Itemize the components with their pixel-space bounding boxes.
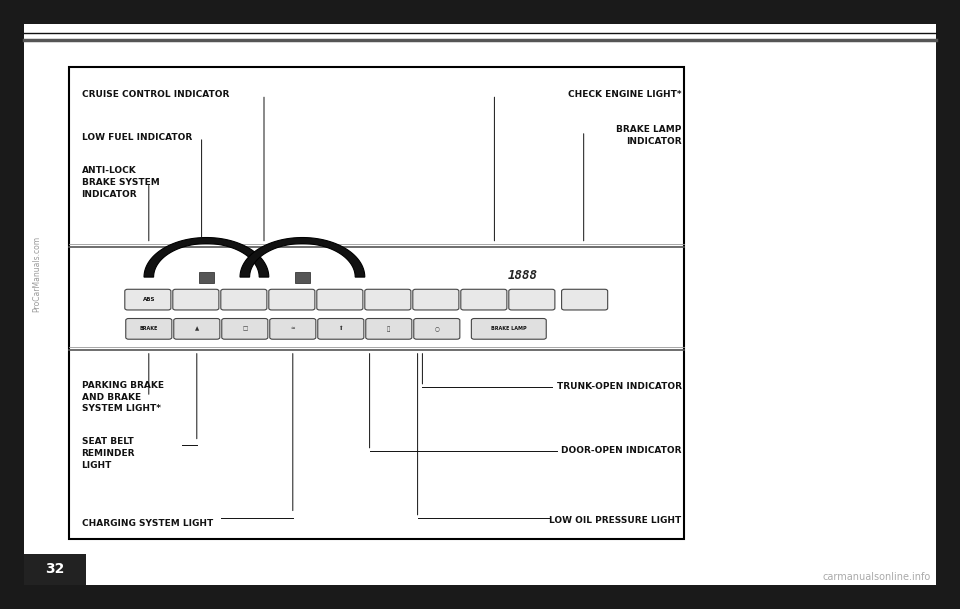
Text: CHECK ENGINE LIGHT*: CHECK ENGINE LIGHT*	[568, 90, 682, 99]
Text: carmanualsonline.info: carmanualsonline.info	[823, 572, 931, 582]
Text: ⬆: ⬆	[339, 326, 343, 331]
Text: ANTI-LOCK
BRAKE SYSTEM
INDICATOR: ANTI-LOCK BRAKE SYSTEM INDICATOR	[82, 166, 159, 199]
FancyBboxPatch shape	[174, 319, 220, 339]
Text: ABS: ABS	[142, 297, 156, 302]
Polygon shape	[144, 238, 269, 277]
FancyBboxPatch shape	[270, 319, 316, 339]
Text: LOW OIL PRESSURE LIGHT: LOW OIL PRESSURE LIGHT	[549, 516, 682, 525]
Text: CHARGING SYSTEM LIGHT: CHARGING SYSTEM LIGHT	[82, 519, 213, 528]
Text: BRAKE LAMP
INDICATOR: BRAKE LAMP INDICATOR	[616, 125, 682, 146]
FancyBboxPatch shape	[471, 319, 546, 339]
FancyBboxPatch shape	[221, 289, 267, 310]
Text: ≈: ≈	[291, 326, 295, 331]
Text: □: □	[242, 326, 248, 331]
FancyBboxPatch shape	[461, 289, 507, 310]
FancyBboxPatch shape	[562, 289, 608, 310]
Text: 32: 32	[45, 563, 64, 576]
Text: ProCarManuals.com: ProCarManuals.com	[32, 236, 41, 312]
Bar	[69, 67, 684, 539]
Text: SEAT BELT
REMINDER
LIGHT: SEAT BELT REMINDER LIGHT	[82, 437, 135, 470]
Text: TRUNK-OPEN INDICATOR: TRUNK-OPEN INDICATOR	[557, 382, 682, 391]
FancyBboxPatch shape	[222, 319, 268, 339]
FancyBboxPatch shape	[126, 319, 172, 339]
Text: ○: ○	[435, 326, 439, 331]
FancyBboxPatch shape	[318, 319, 364, 339]
Text: BRAKE LAMP: BRAKE LAMP	[491, 326, 527, 331]
FancyBboxPatch shape	[509, 289, 555, 310]
FancyBboxPatch shape	[269, 289, 315, 310]
FancyBboxPatch shape	[366, 319, 412, 339]
Text: BRAKE: BRAKE	[139, 326, 158, 331]
Text: 1888: 1888	[508, 269, 539, 282]
Bar	[295, 272, 310, 283]
Text: PARKING BRAKE
AND BRAKE
SYSTEM LIGHT*: PARKING BRAKE AND BRAKE SYSTEM LIGHT*	[82, 381, 163, 414]
FancyBboxPatch shape	[365, 289, 411, 310]
Text: LOW FUEL INDICATOR: LOW FUEL INDICATOR	[82, 133, 192, 141]
FancyBboxPatch shape	[414, 319, 460, 339]
FancyBboxPatch shape	[413, 289, 459, 310]
Text: DOOR-OPEN INDICATOR: DOOR-OPEN INDICATOR	[561, 446, 682, 455]
Text: CRUISE CONTROL INDICATOR: CRUISE CONTROL INDICATOR	[82, 90, 229, 99]
Bar	[24, 554, 86, 585]
Polygon shape	[240, 238, 365, 277]
FancyBboxPatch shape	[317, 289, 363, 310]
FancyBboxPatch shape	[125, 289, 171, 310]
FancyBboxPatch shape	[173, 289, 219, 310]
Text: 🚗: 🚗	[387, 326, 391, 332]
Bar	[199, 272, 214, 283]
Text: ▲: ▲	[195, 326, 199, 331]
